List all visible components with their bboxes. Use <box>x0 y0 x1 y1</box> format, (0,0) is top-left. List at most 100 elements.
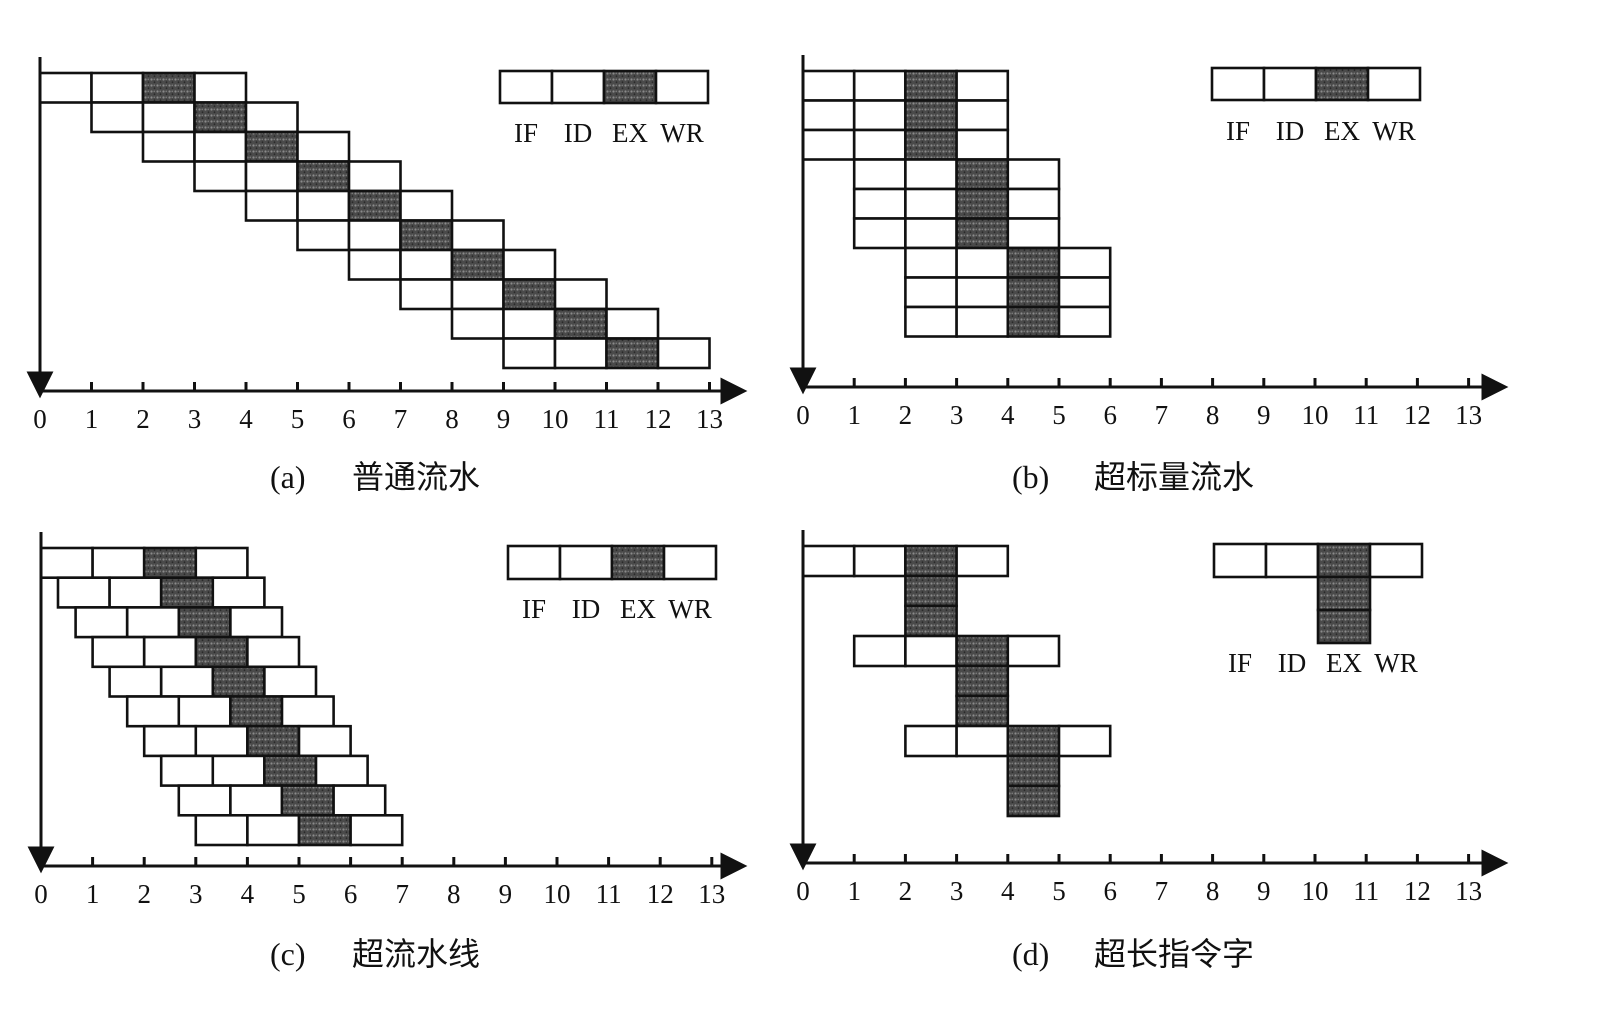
panel-a-stage-id <box>450 278 505 311</box>
panel-b-tick-label: 6 <box>1103 400 1117 430</box>
panel-a-stage-ex <box>450 248 505 281</box>
panel-c-stage-ex <box>246 724 301 758</box>
panel-c-legend-cell-id <box>558 544 614 581</box>
panel-b-stage-id <box>904 217 958 250</box>
panel-b-stage-wr <box>1006 158 1061 191</box>
panel-c-tick-label: 9 <box>499 879 513 909</box>
panel-a-stage-id <box>193 130 248 163</box>
panel-b-tick-label: 7 <box>1155 400 1169 430</box>
panel-c-stage-if <box>91 635 146 669</box>
panel-b-legend-cell-id <box>1262 66 1318 102</box>
panel-d-legend-cell-wr <box>1368 542 1424 579</box>
panel-b-tick-label: 11 <box>1353 400 1379 430</box>
panel-c-stage-id <box>159 665 215 698</box>
panel-a-caption-title: 普通流水 <box>352 458 480 496</box>
panel-d-stage-wr <box>1006 634 1061 668</box>
panel-c-stage-id <box>211 754 266 787</box>
panel-b-stage-id <box>955 246 1010 279</box>
panel-b-tick-label: 5 <box>1052 400 1066 430</box>
panel-a-instruction-10 <box>502 337 711 370</box>
panel-c-stage-wr <box>280 695 335 728</box>
panel-b-stage-ex <box>1006 246 1061 279</box>
panel-c-stage-if <box>39 546 94 580</box>
panel-b-stage-wr <box>1057 276 1112 309</box>
panel-c-tick-labels: 0 1 2 3 4 5 6 7 8 9 10 11 12 13 <box>34 879 725 909</box>
panel-c-stage-wr <box>263 665 318 698</box>
panel-a-stage-ex <box>296 160 351 193</box>
panel-a-stage-if <box>193 160 248 193</box>
panel-b-caption-letter: (b) <box>1012 459 1049 495</box>
panel-a-stage-if <box>38 71 93 104</box>
panel-c-tick-label: 0 <box>34 879 48 909</box>
panel-b-legend-cell-if <box>1210 66 1266 102</box>
panel-c-stage-if <box>142 724 198 758</box>
panel-a-stage-ex <box>244 130 299 163</box>
panel-a-stage-if <box>399 278 454 311</box>
panel-d-tick-label: 9 <box>1257 876 1271 906</box>
panel-c-tick-label: 1 <box>86 879 100 909</box>
panel-d-tick-label: 12 <box>1404 876 1431 906</box>
panel-c-stage-if <box>74 606 129 639</box>
panel-a-tick-label: 2 <box>136 404 150 434</box>
panel-a-stage-if <box>502 337 557 370</box>
panel-b-stage-id <box>955 276 1010 309</box>
panel-c-legend-label-wr: WR <box>668 594 712 624</box>
panel-c-instruction-4 <box>91 635 301 669</box>
panel-c-tick-label: 7 <box>395 879 409 909</box>
panel-b-stage-if <box>801 69 856 102</box>
panel-b-axes <box>789 55 1509 401</box>
panel-c-stage-id <box>194 724 249 758</box>
panel-c-stage-wr <box>314 754 369 787</box>
panel-c-stage-id <box>108 576 163 609</box>
panel-a-tick-label: 8 <box>445 404 459 434</box>
panel-c-stage-id <box>142 635 198 669</box>
panel-a-stage-wr <box>244 101 299 134</box>
panel-b-legend-cell-ex <box>1314 66 1370 102</box>
panel-c-tick-label: 8 <box>447 879 461 909</box>
panel-d-legend-label-wr: WR <box>1374 648 1418 678</box>
panel-a-legend-label-if: IF <box>514 118 538 148</box>
panel-c-tick-label: 4 <box>241 879 255 909</box>
panel-c-stage-wr <box>229 606 284 639</box>
panel-a-stage-if <box>141 130 196 163</box>
panel-d-stage-legend: IF ID EX WR <box>1212 542 1424 678</box>
panel-a-stage-ex <box>347 189 402 222</box>
panel-c-instruction-5 <box>108 665 318 698</box>
panel-b-stage-if <box>904 276 958 309</box>
panel-c-stage-id <box>246 813 301 847</box>
panel-c-tick-label: 2 <box>137 879 151 909</box>
panel-a-stage-ex <box>193 101 248 134</box>
panel-d-stage-ex-parallel <box>1006 784 1061 818</box>
panel-d-stage-if <box>904 724 958 758</box>
panel-c-stage-ex <box>142 546 198 580</box>
panel-a-stage-id <box>347 219 402 252</box>
panel-b-tick-label: 10 <box>1302 400 1329 430</box>
panel-b-stage-id <box>904 187 958 220</box>
panel-d-stage-wr <box>955 544 1010 578</box>
panel-a-caption-letter: (a) <box>270 459 306 495</box>
panel-c-axes <box>27 532 748 880</box>
panel-a-stage-wr <box>656 337 711 370</box>
panel-b-pipeline-cells <box>801 69 1112 338</box>
panel-b-stage-id <box>852 69 907 102</box>
panel-d-stage-id <box>955 724 1010 758</box>
panel-d-tick-label: 13 <box>1455 876 1482 906</box>
panel-c-stage-legend: IF ID EX WR <box>506 544 718 624</box>
panel-b-stage-ex <box>955 187 1010 220</box>
panel-b-instruction-6 <box>852 217 1061 250</box>
panel-b-instruction-1 <box>801 69 1010 102</box>
panel-c-caption-letter: (c) <box>270 936 306 972</box>
panel-a-legend-cell-wr <box>654 69 710 105</box>
panel-b-stage-ex <box>904 128 958 161</box>
panel-d-tick-label: 4 <box>1001 876 1015 906</box>
panel-b-legend-label-ex: EX <box>1324 116 1360 146</box>
panel-b-stage-id <box>852 99 907 132</box>
panel-a-stage-ex <box>605 337 660 370</box>
panel-c-instruction-6 <box>125 695 335 728</box>
panel-b-tick-label: 12 <box>1404 400 1431 430</box>
panel-b-tick-label: 8 <box>1206 400 1220 430</box>
panel-d-vliw: 0 1 2 3 4 5 6 7 8 9 10 11 12 13 IF ID EX WR (d) 超长指令字 <box>789 530 1509 973</box>
panel-a-legend-label-id: ID <box>564 118 593 148</box>
panel-d-legend-cell-ex-stacked <box>1316 608 1372 645</box>
